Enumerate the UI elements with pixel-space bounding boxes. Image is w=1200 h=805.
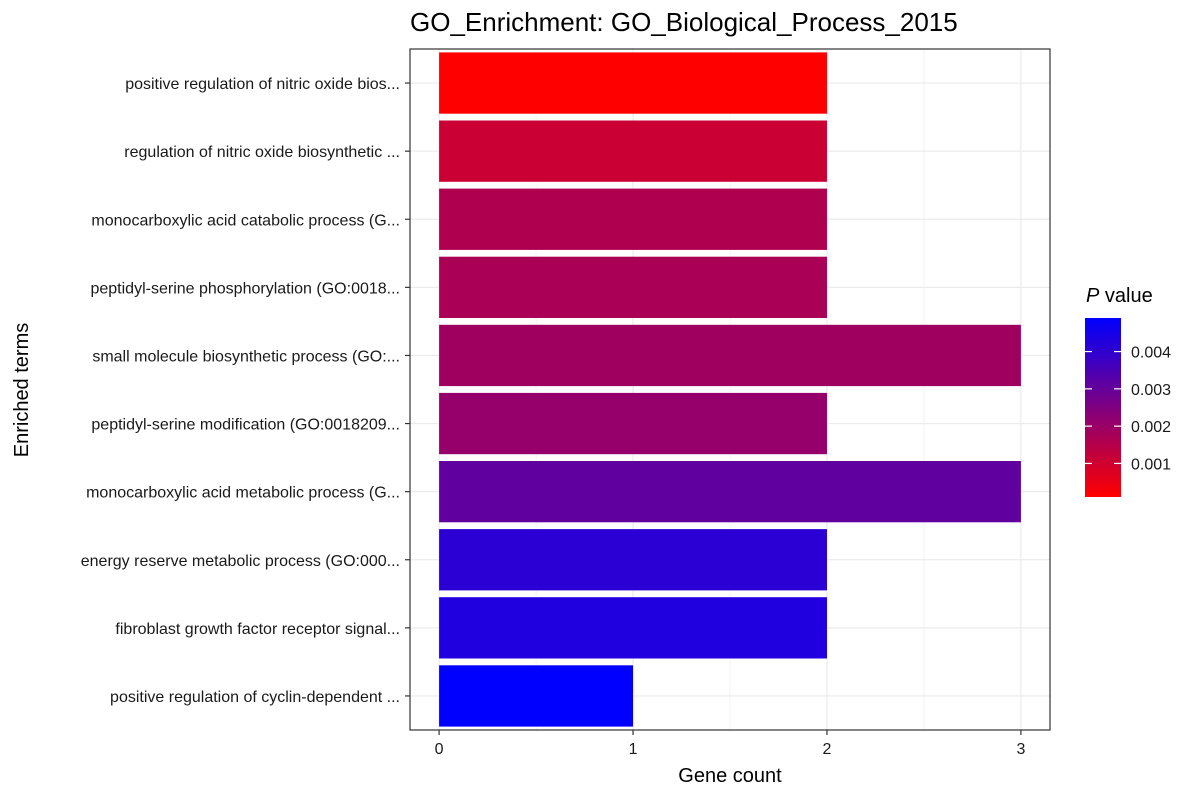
y-axis-ticks: positive regulation of nitric oxide bios… (81, 76, 410, 706)
bar (439, 324, 1021, 387)
y-tick-label: peptidyl-serine phosphorylation (GO:0018… (90, 280, 400, 297)
bar (439, 52, 827, 114)
bar (439, 461, 1021, 523)
bar (439, 529, 827, 591)
y-tick-label: energy reserve metabolic process (GO:000… (81, 553, 400, 570)
x-tick-label: 3 (1016, 741, 1025, 758)
y-tick-label: fibroblast growth factor receptor signal… (115, 621, 400, 638)
p-value-legend: P value 0.001 0.002 0.003 0.004 (1085, 285, 1171, 497)
x-axis-ticks: 0 1 2 3 (435, 730, 1025, 758)
bar (439, 392, 827, 455)
y-tick-label: positive regulation of nitric oxide bios… (125, 76, 400, 93)
bar (439, 597, 827, 659)
y-tick-label: regulation of nitric oxide biosynthetic … (124, 144, 400, 161)
bar (439, 256, 827, 318)
legend-title: P value (1086, 285, 1153, 307)
legend-tick-label: 0.001 (1131, 456, 1171, 473)
x-tick-label: 1 (629, 741, 638, 758)
bars-group (439, 52, 1021, 727)
plot-border (409, 48, 1051, 731)
chart-title: GO_Enrichment: GO_Biological_Process_201… (410, 7, 958, 37)
legend-title-italic: P (1086, 285, 1100, 307)
y-tick-label: positive regulation of cyclin-dependent … (110, 689, 400, 706)
y-tick-label: small molecule biosynthetic process (GO:… (92, 348, 400, 365)
legend-colorbar (1085, 318, 1121, 497)
x-axis-title: Gene count (678, 765, 782, 787)
y-axis-title: Enriched terms (11, 323, 33, 458)
legend-ticks: 0.001 0.002 0.003 0.004 (1085, 345, 1171, 473)
bar (439, 188, 827, 250)
bar (439, 120, 827, 182)
legend-tick-label: 0.002 (1131, 419, 1171, 436)
legend-title-rest: value (1099, 285, 1152, 307)
x-tick-label: 2 (823, 741, 832, 758)
bar (439, 665, 634, 727)
y-tick-label: monocarboxylic acid catabolic process (G… (91, 212, 400, 229)
x-tick-label: 0 (435, 741, 444, 758)
legend-tick-label: 0.004 (1131, 345, 1171, 362)
legend-tick-label: 0.003 (1131, 382, 1171, 399)
y-tick-label: peptidyl-serine modification (GO:0018209… (91, 417, 400, 434)
y-tick-label: monocarboxylic acid metabolic process (G… (86, 485, 400, 502)
